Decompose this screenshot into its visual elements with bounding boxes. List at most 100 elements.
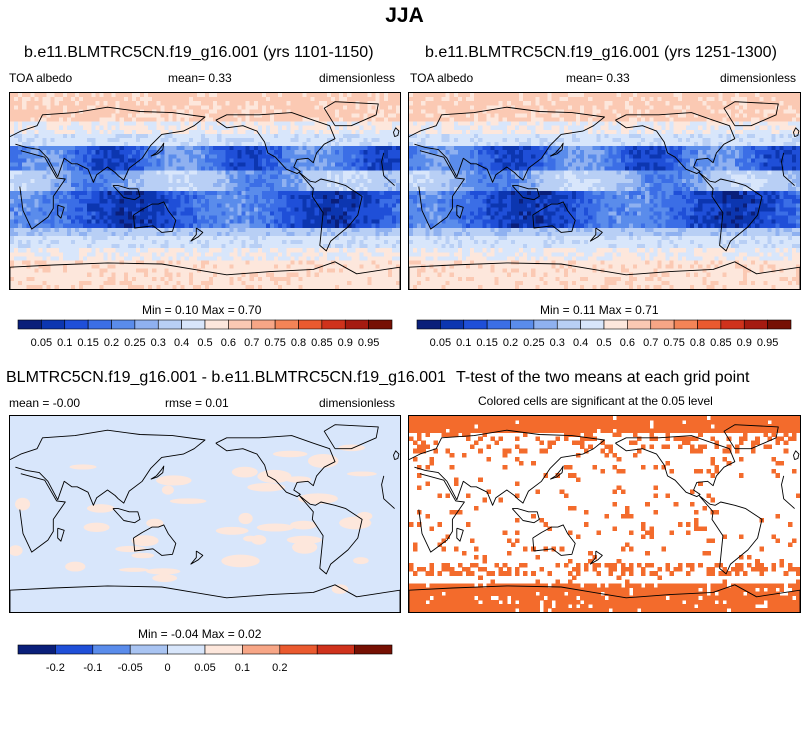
colorbar1-tick-label: 0.85 [311,337,332,349]
colorbar3-swatch [129,644,168,655]
colorbar2-swatch [627,319,652,330]
colorbar1-tick-label: 0.5 [197,337,212,349]
colorbar1-swatch [251,319,276,330]
map4-coastline [549,465,564,480]
colorbar3-swatch [167,644,206,655]
panel2-variable: TOA albedo [410,71,474,85]
map3-coastline [323,424,379,450]
colorbar1-swatch [228,319,253,330]
panel1-units: dimensionless [319,71,396,85]
panel3-units: dimensionless [319,396,396,410]
colorbar1-tick-label: 0.3 [151,337,166,349]
colorbar1-swatch [41,319,66,330]
colorbar1-swatch [87,319,112,330]
map4-coastline [698,495,763,575]
colorbar3-swatch [17,644,56,655]
colorbar2-swatch [650,319,675,330]
map4-coastline [589,550,603,565]
panel3-map [9,415,401,613]
map4-coastline [532,524,576,556]
panel2-units: dimensionless [720,71,797,85]
map2-coastline [418,150,795,230]
colorbar1-swatch [321,319,346,330]
colorbar2-tick-label: 0.05 [430,337,451,349]
map1-coastline [298,172,363,252]
map3-coastline [298,495,363,575]
map4-coastline [409,584,800,612]
panel4-map [408,415,801,613]
panel1-variable: TOA albedo [9,71,73,85]
colorbar3-tick-label: 0.2 [272,662,287,674]
map3-coastline [10,584,400,612]
map2-coastline [549,142,564,157]
panel4-subtitle: Colored cells are significant at the 0.0… [478,394,713,408]
colorbar2-swatch [440,319,465,330]
map1-coastline [133,201,177,233]
map2-coastline [698,172,763,252]
colorbar3-tick-label: 0.05 [194,662,215,674]
map3-coastline [190,550,204,565]
colorbar1-tick-label: 0.4 [174,337,189,349]
colorbar1-swatch [181,319,206,330]
colorbar1-tick-label: 0.2 [104,337,119,349]
map1-coastline [150,142,165,157]
panel3-rmse: rmse = 0.01 [165,396,229,410]
map3-coastline [215,435,336,498]
map1-coastline [393,127,400,138]
map4-coastline [456,527,464,542]
colorbar1-swatch [134,319,159,330]
colorbar2-tick-label: 0.5 [596,337,611,349]
panel1-minmax: Min = 0.10 Max = 0.70 [142,303,262,317]
colorbar3-swatch [279,644,318,655]
colorbar1-tick-label: 0.75 [264,337,285,349]
map3-coastline [19,473,395,553]
colorbar3-swatch [316,644,355,655]
colorbar2-tick-label: 0.7 [643,337,658,349]
map3-coastline [57,527,65,542]
colorbar1-swatch [344,319,369,330]
colorbar1-tick-label: 0.25 [124,337,145,349]
colorbar3-tick-label: -0.05 [118,662,143,674]
map3-coastline [112,508,141,524]
colorbar1-swatch [17,319,42,330]
map1-coastline [10,261,400,289]
map1-coastline [215,112,336,175]
colorbar3-swatch [55,644,94,655]
colorbar1-swatch [298,319,323,330]
map1-coastline [323,101,379,127]
colorbar2-swatch [486,319,511,330]
map1-coastline [19,150,395,230]
colorbar1-tick-label: 0.8 [291,337,306,349]
map2-coastline [511,185,540,201]
colorbar3-swatch [354,644,393,655]
colorbar3-tick-label: 0 [165,662,171,674]
map4-coastline [793,450,800,461]
colorbar2-tick-label: 0.6 [620,337,635,349]
map2-coastline [532,201,576,233]
colorbar2-tick-label: 0.25 [523,337,544,349]
panel4-title: T-test of the two means at each grid poi… [456,369,750,386]
colorbar3-tick-label: -0.2 [46,662,65,674]
panel2-map [408,92,801,290]
colorbar2-tick-label: 0.15 [476,337,497,349]
map1-coastline [112,185,141,201]
colorbar2-tick-label: 0.4 [573,337,588,349]
colorbar3-swatch [242,644,281,655]
colorbar2-swatch [510,319,535,330]
panel2-colorbar: 0.05 0.1 0.15 0.2 0.25 0.3 0.4 0.5 0.6 0.7 0.75 0.8… [416,319,792,350]
colorbar2-tick-label: 0.75 [663,337,684,349]
colorbar1-swatch [368,319,393,330]
panel2-minmax: Min = 0.11 Max = 0.71 [540,303,659,317]
panel1-map [9,92,401,290]
colorbar3-tick-label: 0.1 [235,662,250,674]
colorbar3-swatch [204,644,243,655]
map2-coastline [793,127,800,138]
colorbar1-tick-label: 0.15 [77,337,98,349]
colorbar1-tick-label: 0.7 [244,337,259,349]
map4-coastline [511,508,540,524]
colorbar1-swatch [204,319,229,330]
map2-coastline [589,227,603,242]
colorbar2-tick-label: 0.95 [757,337,778,349]
colorbar2-tick-label: 0.1 [456,337,471,349]
map2-coastline [615,112,736,175]
